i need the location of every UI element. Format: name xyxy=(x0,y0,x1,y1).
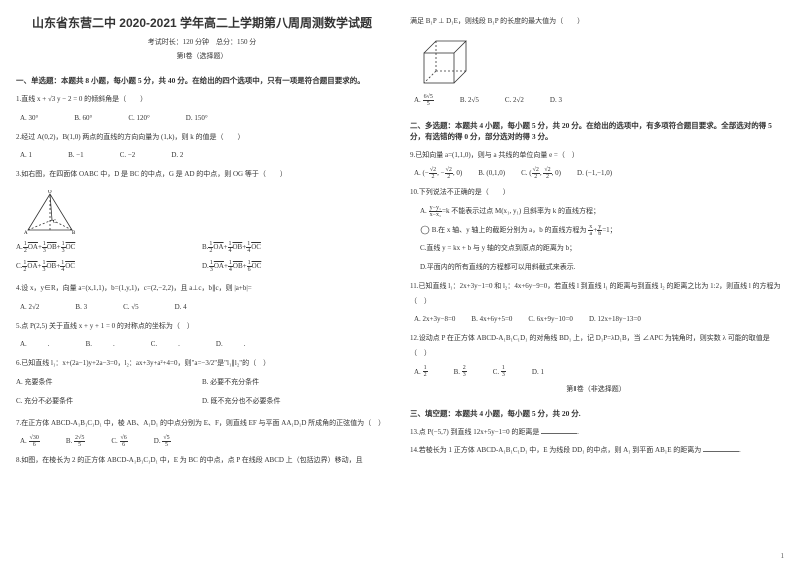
q6-B: B. 必要不充分条件 xyxy=(202,375,388,390)
q5-choices: A. . B. . C. . D. . xyxy=(16,337,388,351)
q7-D: D. √55 xyxy=(154,434,171,448)
q6-choices: A. 充要条件 B. 必要不充分条件 C. 充分不必要条件 D. 既不充分也不必… xyxy=(16,375,388,410)
q8-choices: A. 6√55 B. 2√5 C. 2√2 D. 3 xyxy=(410,93,782,107)
svg-text:O: O xyxy=(48,190,52,195)
section-single-header: 一、单选题：本题共 8 小题，每小题 5 分，共 40 分。在给出的四个选项中，… xyxy=(16,75,388,86)
q1-C: C. 120° xyxy=(128,111,149,125)
part1-label: 第Ⅰ卷（选择题） xyxy=(16,51,388,61)
q2-stem: 2.经过 A(0,2)，B(1,0) 两点的直线的方向向量为 (1,k)，则 k… xyxy=(16,130,388,145)
q7-A: A. √306 xyxy=(20,434,40,448)
q8-continuation: 满足 B₁P ⊥ D₁E，则线段 B₁P 的长度的最大值为（ ） xyxy=(410,14,782,33)
q13-blank xyxy=(541,427,577,434)
q9-stem: 9.已知向量 a=(1,1,0)，则与 a 共线的单位向量 e =（ ） xyxy=(410,148,782,163)
q6-D: D. 既不充分也不必要条件 xyxy=(202,394,388,409)
q10-B: B.在 x 轴、y 轴上的截距分别为 a，b 的直线方程为 xa+yb=1； xyxy=(410,223,782,238)
cube-icon xyxy=(416,37,472,89)
q12-B: B. 23 xyxy=(454,365,467,379)
q4-C: C. √5 xyxy=(123,300,139,314)
q8-B: B. 2√5 xyxy=(460,93,479,107)
q2-D: D. 2 xyxy=(171,148,183,162)
q6-stem: 6.已知直线 l₁：x+(2a−1)y+2a−3=0，l₂：ax+3y+a²+4… xyxy=(16,356,388,371)
q14-blank xyxy=(703,445,739,452)
q11-stem: 11.已知直线 l₁：2x+3y−1=0 和 l₂：4x+6y−9=0，若直线 … xyxy=(410,279,782,308)
q7-stem: 7.在正方体 ABCD-A₁B₁C₁D₁ 中，棱 AB、A₁D₁ 的中点分别为 … xyxy=(16,416,388,431)
q10-stem: 10.下列说法不正确的是（ ） xyxy=(410,185,782,200)
q3-B: B.12OA+14OB+14OC xyxy=(202,240,388,255)
q3-D: D.13OA+14OB+16OC xyxy=(202,259,388,274)
q12-choices: A. 12 B. 23 C. 13 D. 1 xyxy=(410,365,782,379)
q8-cont-stem: 满足 B₁P ⊥ D₁E，则线段 B₁P 的长度的最大值为（ ） xyxy=(410,14,782,29)
q8-stem: 8.如图，在棱长为 2 的正方体 ABCD-A₁B₁C₁D₁ 中，E 为 BC … xyxy=(16,453,388,468)
left-column: 山东省东营二中 2020-2021 学年高二上学期第八周周测数学试题 考试时长：… xyxy=(0,0,400,566)
q8-figure xyxy=(416,37,782,89)
q3-figure: O A B C xyxy=(22,190,388,236)
page-number: 1 xyxy=(781,552,785,560)
q5-D: D. . xyxy=(216,337,246,351)
q5-A: A. . xyxy=(20,337,50,351)
q4-B: B. 3 xyxy=(75,300,87,314)
exam-subtitle: 考试时长：120 分钟 总分：150 分 xyxy=(16,37,388,47)
right-column: 满足 B₁P ⊥ D₁E，则线段 B₁P 的长度的最大值为（ ） A. 6√55… xyxy=(400,0,800,566)
q12-C: C. 13 xyxy=(493,365,506,379)
section-multi-header: 二、多选题：本题共 4 小题，每小题 5 分，共 20 分。在给出的选项中，有多… xyxy=(410,120,782,142)
q10-A: A. y−y₁x−x₁=k 不能表示过点 M(x₁, y₁) 且斜率为 k 的直… xyxy=(410,204,782,219)
q7-choices: A. √306 B. 2√55 C. √66 D. √55 xyxy=(16,434,388,448)
q11-D: D. 12x+18y−13=0 xyxy=(589,312,641,326)
q3-C: C.12OA+13OB+14OC xyxy=(16,259,202,274)
q6-C: C. 充分不必要条件 xyxy=(16,394,202,409)
svg-text:B: B xyxy=(72,231,76,236)
section-fill-header: 三、填空题：本题共 4 小题，每小题 5 分，共 20 分. xyxy=(410,408,782,419)
part2-label: 第Ⅱ卷（非选择题） xyxy=(410,384,782,394)
q4-A: A. 2√2 xyxy=(20,300,39,314)
q8-A: A. 6√55 xyxy=(414,93,434,107)
exam-title: 山东省东营二中 2020-2021 学年高二上学期第八周周测数学试题 xyxy=(16,14,388,31)
q6-A: A. 充要条件 xyxy=(16,375,202,390)
q5-C: C. . xyxy=(151,337,180,351)
q4-D: D. 4 xyxy=(175,300,187,314)
q7-B: B. 2√55 xyxy=(66,434,85,448)
q11-B: B. 4x+6y+5=0 xyxy=(471,312,512,326)
q4-choices: A. 2√2 B. 3 C. √5 D. 4 xyxy=(16,300,388,314)
q5-B: B. . xyxy=(86,337,115,351)
q11-A: A. 2x+3y−8=0 xyxy=(414,312,455,326)
q12-stem: 12.设动点 P 在正方体 ABCD-A₁B₁C₁D₁ 的对角线 BD₁ 上，记… xyxy=(410,331,782,360)
q4-stem: 4.设 x，y∈R，向量 a=(x,1,1)，b=(1,y,1)，c=(2,−2… xyxy=(16,281,388,296)
q9-B: B. (0,1,0) xyxy=(478,166,505,180)
q2-C: C. −2 xyxy=(120,148,136,162)
q9-C: C. (√22, √22, 0) xyxy=(521,166,561,180)
tetrahedron-icon: O A B C xyxy=(22,190,78,236)
svg-text:A: A xyxy=(24,231,28,236)
q12-A: A. 12 xyxy=(414,365,428,379)
q1-choices: A. 30° B. 60° C. 120° D. 150° xyxy=(16,111,388,125)
q3-A: A.12OA+13OB+13OC xyxy=(16,240,202,255)
q1-B: B. 60° xyxy=(74,111,92,125)
q3-stem: 3.如右图，在四面体 OABC 中，D 是 BC 的中点，G 是 AD 的中点，… xyxy=(16,167,388,182)
q10-C: C.直线 y = kx + b 与 y 轴的交点到原点的距离为 b； xyxy=(410,241,782,256)
q9-A: A. (−√22, −√22, 0) xyxy=(414,166,462,180)
q13-stem: 13.点 P(−5,7) 到直线 12x+5y−1=0 的距离是 . xyxy=(410,425,782,440)
q5-stem: 5.点 P(2,5) 关于直线 x + y + 1 = 0 的对称点的坐标为（ … xyxy=(16,319,388,334)
q1-D: D. 150° xyxy=(186,111,208,125)
q1-stem: 1.直线 x + √3 y − 2 = 0 的倾斜角是（ ） xyxy=(16,92,388,107)
q10-D: D.平面内的所有直线的方程都可以用斜截式来表示. xyxy=(410,260,782,275)
q8-D: D. 3 xyxy=(550,93,562,107)
q14-stem: 14.若棱长为 1 正方体 ABCD-A₁B₁C₁D₁ 中，E 为线段 DD₁ … xyxy=(410,443,782,458)
q2-B: B. −1 xyxy=(68,148,84,162)
q12-D: D. 1 xyxy=(532,365,544,379)
q1-A: A. 30° xyxy=(20,111,38,125)
q2-A: A. 1 xyxy=(20,148,32,162)
q9-D: D. (−1,−1,0) xyxy=(577,166,612,180)
q3-choices: A.12OA+13OB+13OC B.12OA+14OB+14OC C.12OA… xyxy=(16,240,388,275)
q7-C: C. √66 xyxy=(111,434,127,448)
q2-choices: A. 1 B. −1 C. −2 D. 2 xyxy=(16,148,388,162)
q9-choices: A. (−√22, −√22, 0) B. (0,1,0) C. (√22, √… xyxy=(410,166,782,180)
q8-C: C. 2√2 xyxy=(505,93,524,107)
q11-choices: A. 2x+3y−8=0 B. 4x+6y+5=0 C. 6x+9y−10=0 … xyxy=(410,312,782,326)
q11-C: C. 6x+9y−10=0 xyxy=(528,312,573,326)
circle-icon xyxy=(420,225,430,235)
